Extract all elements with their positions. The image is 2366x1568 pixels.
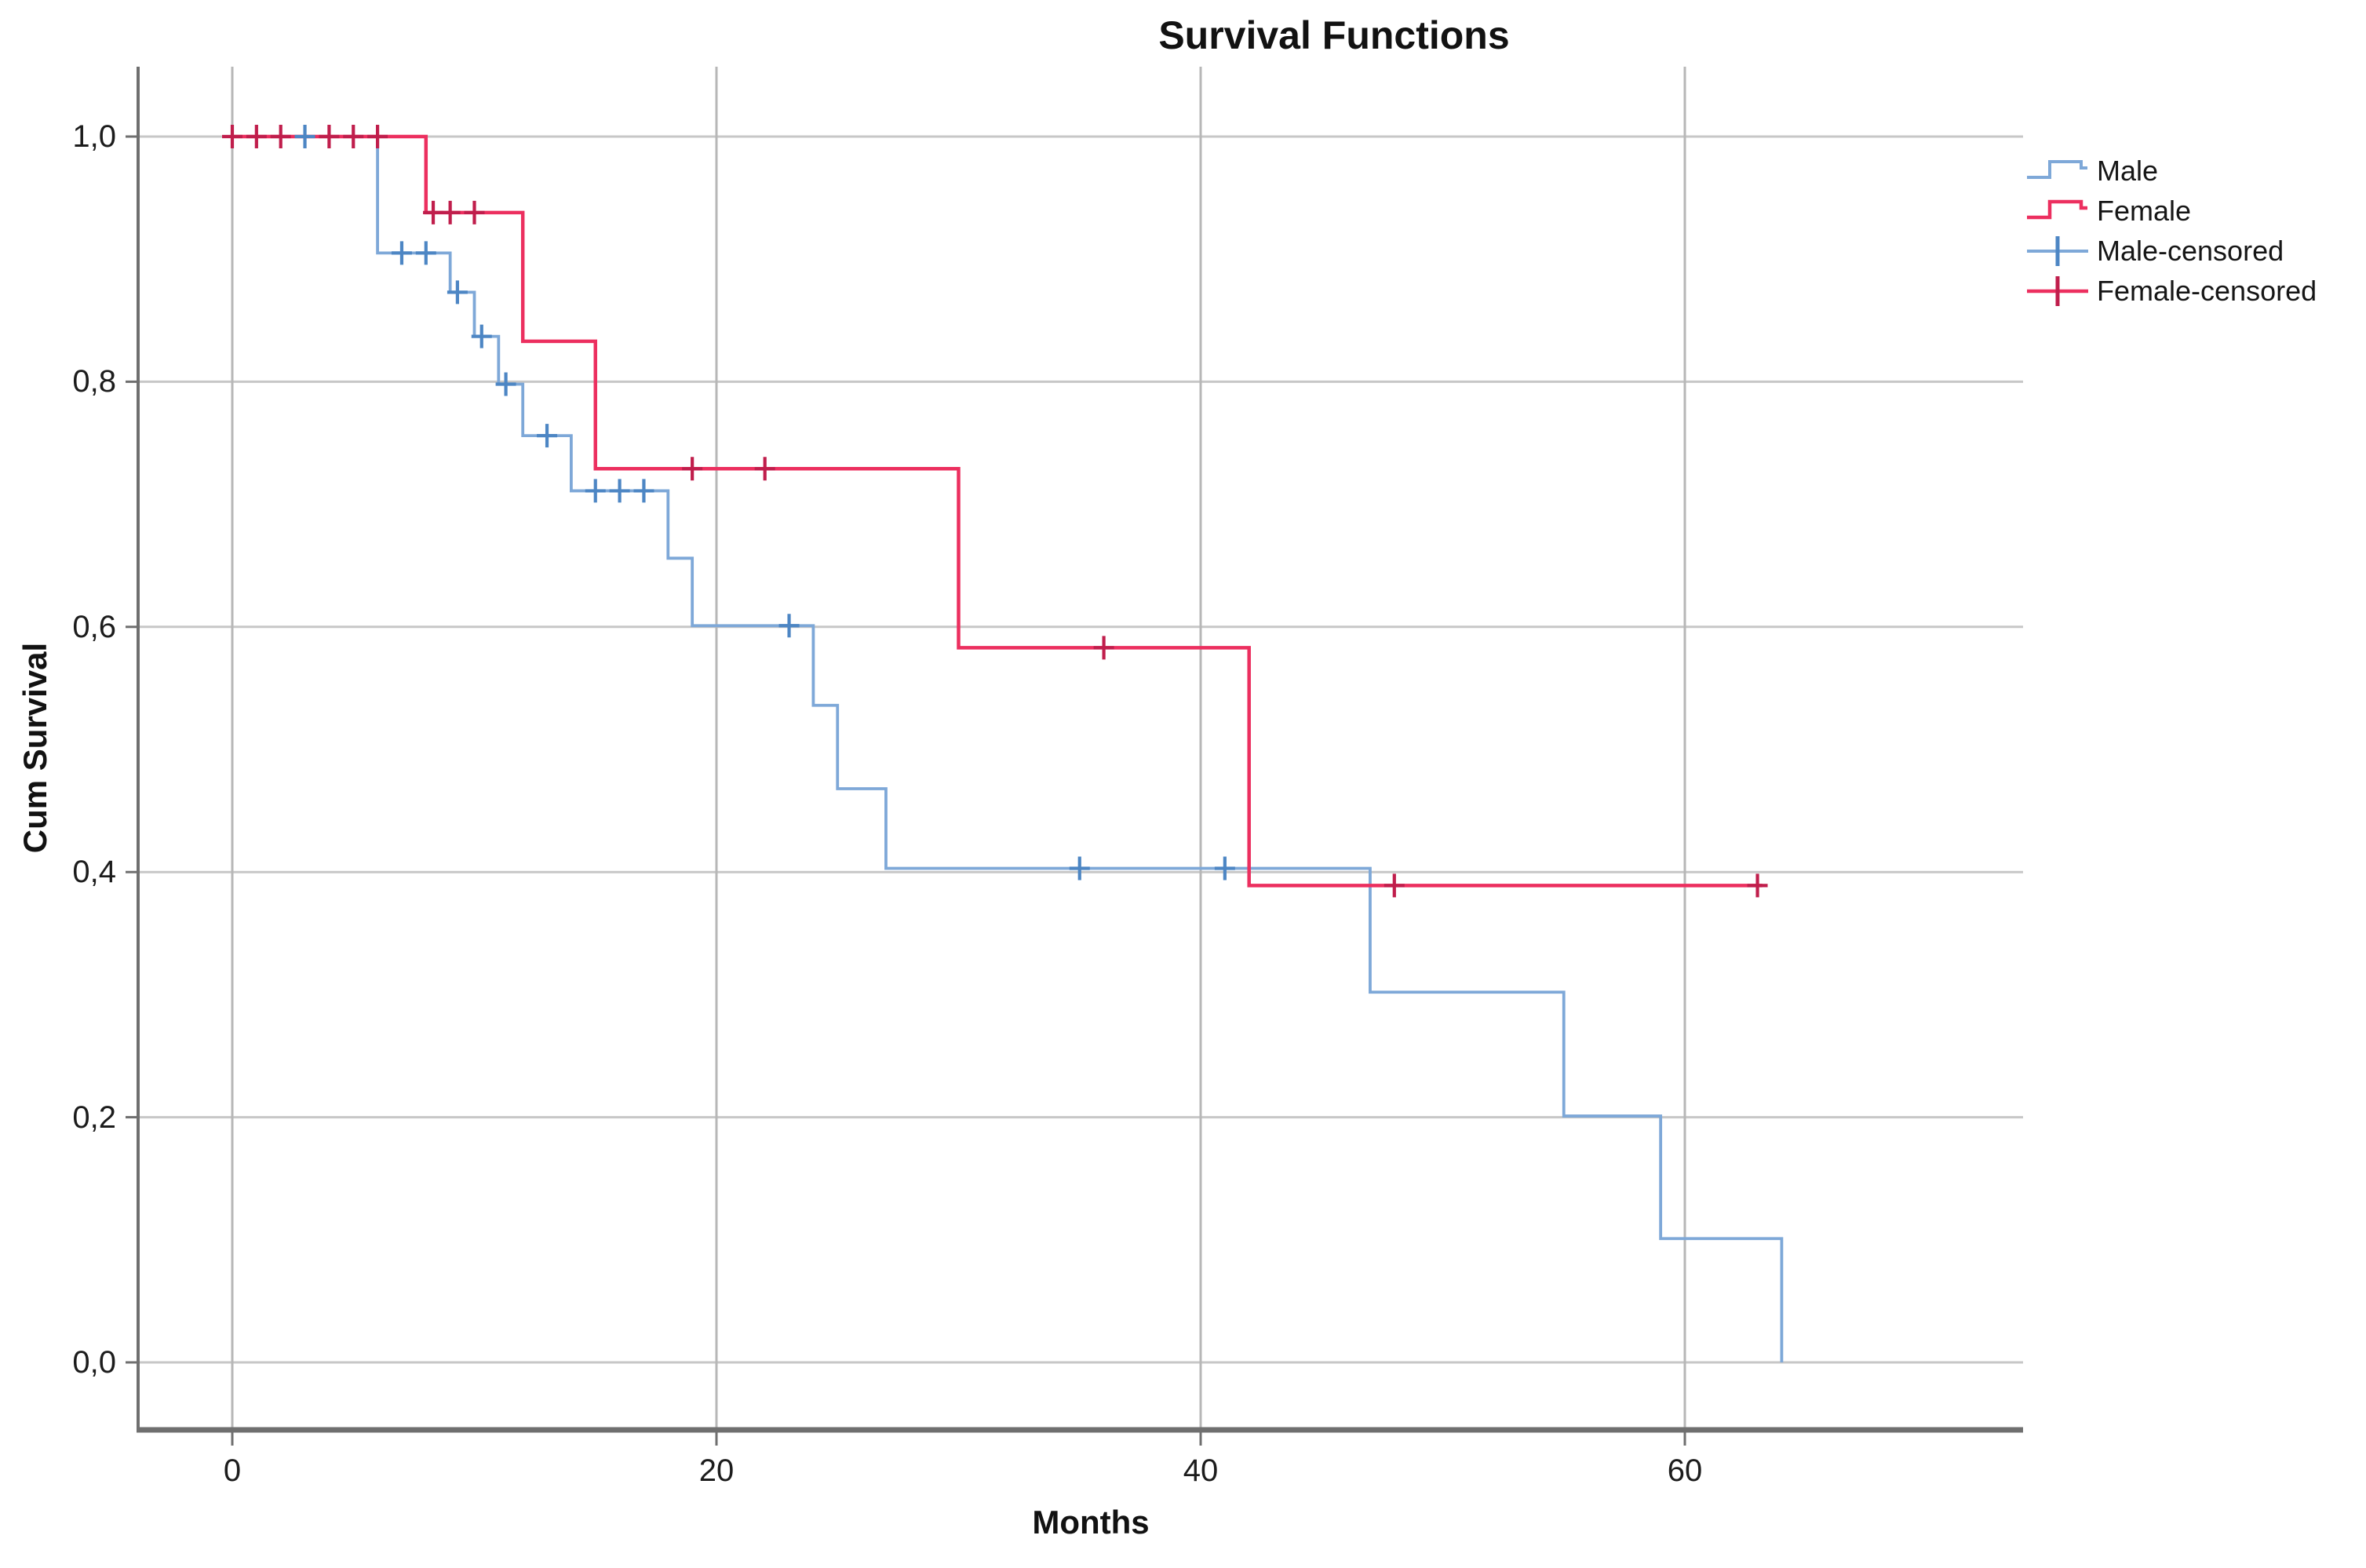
y-tick-label: 0,0 — [72, 1345, 116, 1380]
legend-label: Male-censored — [2097, 234, 2284, 267]
legend-item-male-censored: Male-censored — [2025, 231, 2317, 271]
censor-marks — [222, 125, 1768, 898]
legend-label: Female — [2097, 194, 2192, 227]
x-axis-title: Months — [1032, 1504, 1150, 1541]
female-censored-plus-icon — [2027, 275, 2088, 306]
legend-label: Male — [2097, 154, 2159, 187]
male-step-line-icon — [2027, 159, 2087, 179]
legend-label: Female-censored — [2097, 274, 2317, 307]
legend: Male Female Male-censored Female-censore… — [2025, 151, 2317, 311]
x-tick-label: 60 — [1667, 1453, 1703, 1488]
y-tick-label: 0,8 — [72, 364, 116, 399]
gridlines — [138, 67, 2023, 1430]
female-step-line-icon — [2027, 199, 2087, 219]
axes-frame — [126, 67, 2023, 1446]
survival-curves — [232, 134, 1784, 1362]
chart-title: Survival Functions — [1158, 13, 1510, 57]
male-censored-plus-icon — [2027, 235, 2088, 266]
legend-item-male: Male — [2025, 151, 2317, 191]
y-tick-label: 0,6 — [72, 609, 116, 644]
y-tick-label: 0,2 — [72, 1099, 116, 1135]
x-tick-label: 0 — [223, 1453, 242, 1488]
legend-item-female: Female — [2025, 191, 2317, 231]
x-tick-label: 40 — [1183, 1453, 1219, 1488]
x-tick-label: 20 — [698, 1453, 735, 1488]
y-tick-label: 0,4 — [72, 855, 116, 890]
legend-item-female-censored: Female-censored — [2025, 271, 2317, 311]
y-axis-title: Cum Survival — [16, 642, 53, 854]
y-tick-label: 1,0 — [72, 119, 116, 154]
